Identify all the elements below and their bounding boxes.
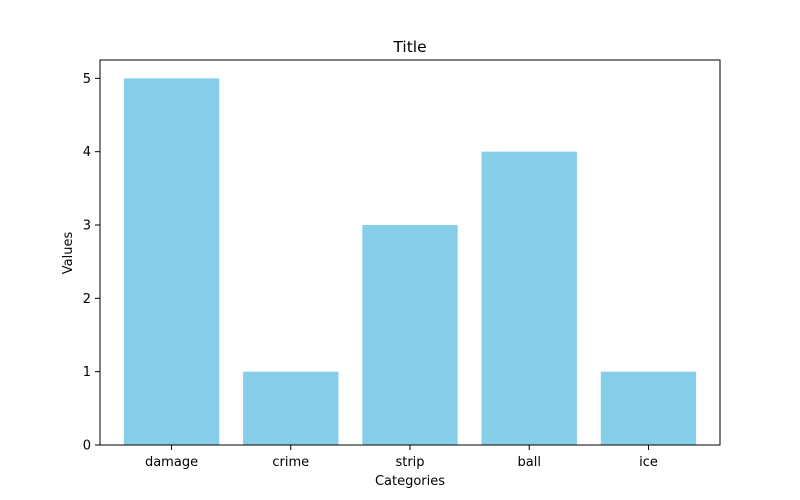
x-axis-ticks: damage crime strip ball ice bbox=[145, 445, 658, 470]
bar-crime bbox=[243, 371, 339, 445]
bars-group bbox=[123, 78, 697, 446]
bar-ball bbox=[481, 151, 577, 446]
x-axis-label: Categories bbox=[375, 474, 445, 489]
plot-area-frame bbox=[99, 59, 721, 446]
y-tick-label: 1 bbox=[83, 365, 91, 380]
bar-ice bbox=[600, 371, 697, 445]
x-tick-label: damage bbox=[145, 455, 198, 470]
x-tick-label: ball bbox=[518, 455, 541, 470]
chart-title: Title bbox=[392, 38, 426, 56]
y-tick-label: 3 bbox=[83, 219, 91, 234]
y-tick-label: 5 bbox=[83, 72, 91, 87]
y-tick-label: 2 bbox=[83, 292, 91, 307]
y-tick-label: 0 bbox=[83, 439, 91, 454]
x-tick-label: crime bbox=[272, 455, 309, 470]
y-axis-ticks: 0 1 2 3 4 5 bbox=[83, 72, 100, 454]
x-tick-label: ice bbox=[639, 455, 658, 470]
bar-strip bbox=[362, 225, 458, 445]
y-tick-label: 4 bbox=[83, 145, 91, 160]
bar-damage bbox=[123, 78, 220, 445]
y-axis-label: Values bbox=[61, 232, 76, 275]
x-tick-label: strip bbox=[395, 455, 424, 470]
